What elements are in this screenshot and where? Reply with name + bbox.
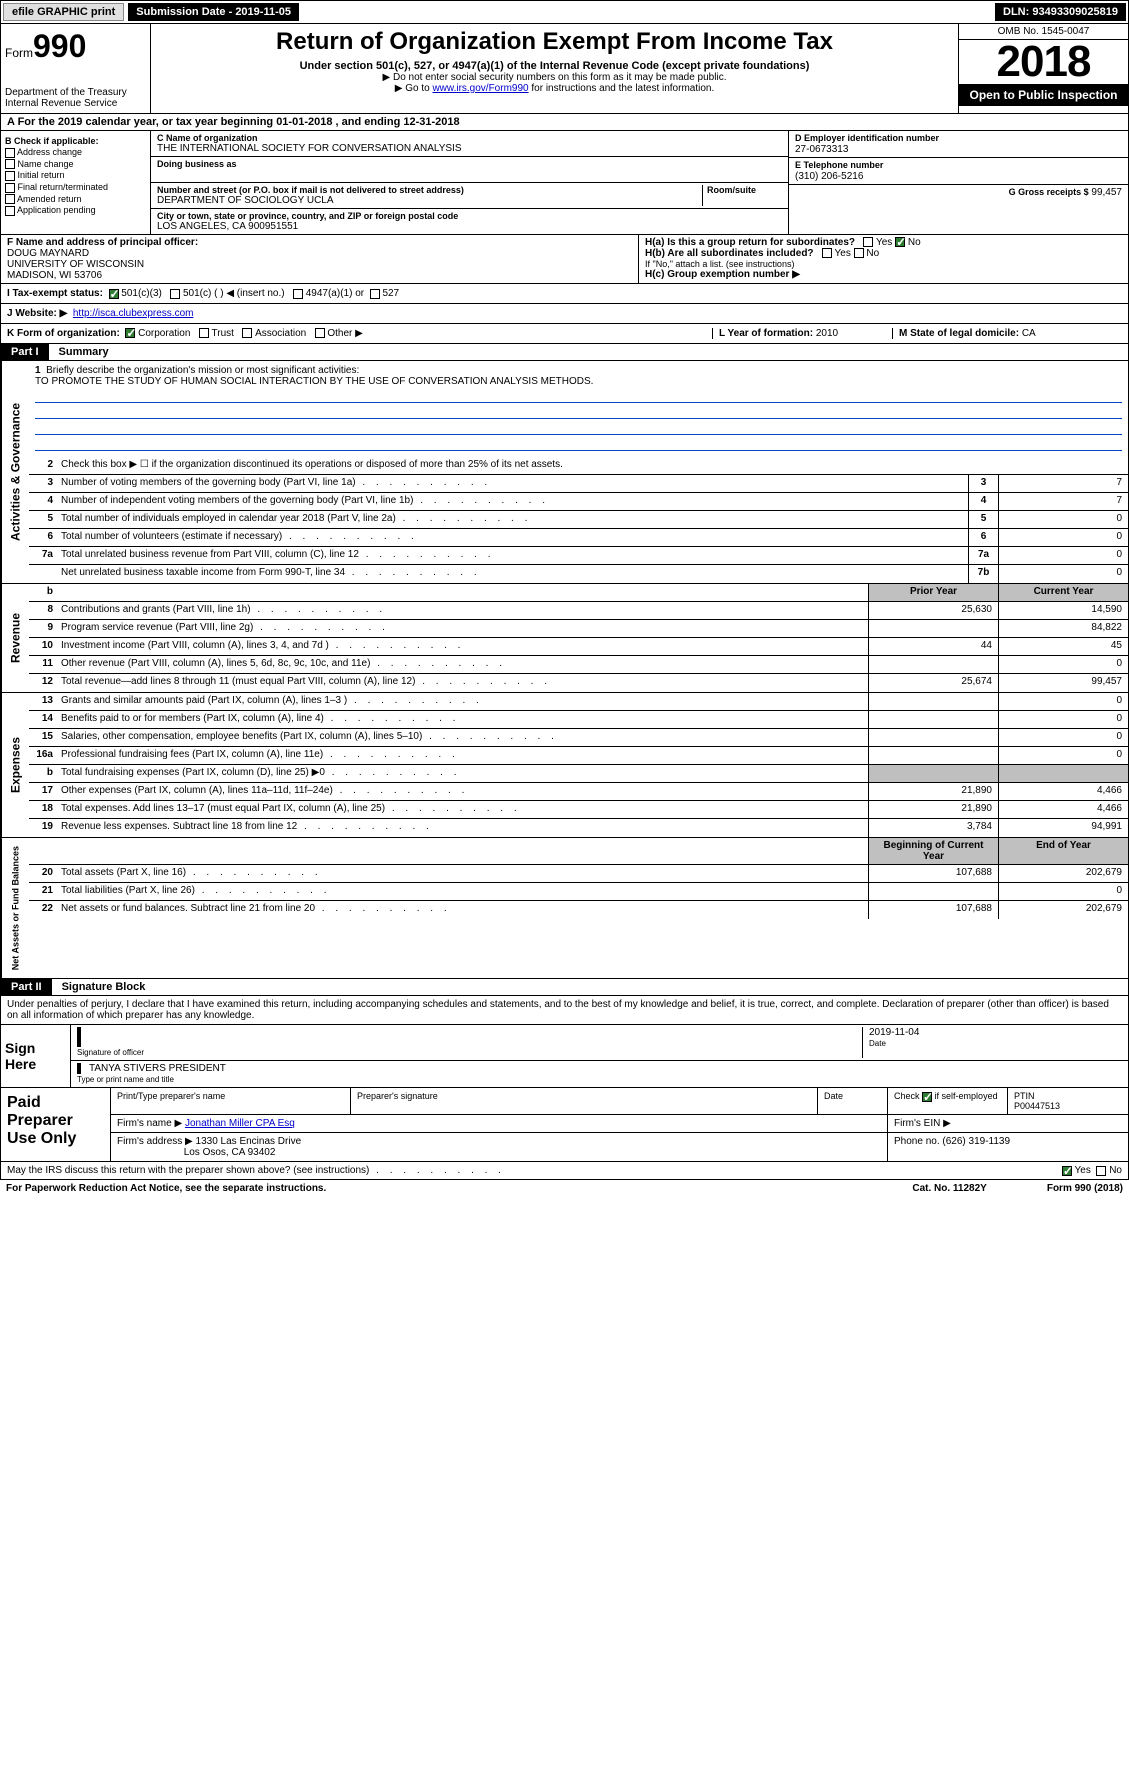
- efile-button[interactable]: efile GRAPHIC print: [3, 3, 124, 21]
- top-bar: efile GRAPHIC print Submission Date - 20…: [0, 0, 1129, 24]
- submission-date: Submission Date - 2019-11-05: [128, 3, 299, 21]
- revenue-section: Revenue b Prior Year Current Year 8Contr…: [0, 584, 1129, 693]
- mission-text: TO PROMOTE THE STUDY OF HUMAN SOCIAL INT…: [35, 376, 593, 387]
- expenses-section: Expenses 13Grants and similar amounts pa…: [0, 693, 1129, 838]
- org-city: LOS ANGELES, CA 900951551: [157, 221, 298, 232]
- box-b: B Check if applicable: Address change Na…: [1, 131, 151, 234]
- perjury-declaration: Under penalties of perjury, I declare th…: [0, 996, 1129, 1025]
- note-link: ▶ Go to www.irs.gov/Form990 for instruct…: [159, 83, 950, 94]
- header-info-block: B Check if applicable: Address change Na…: [0, 131, 1129, 235]
- dept-label: Department of the Treasury Internal Reve…: [5, 87, 146, 109]
- irs-link[interactable]: www.irs.gov/Form990: [432, 83, 528, 94]
- discuss-row: May the IRS discuss this return with the…: [0, 1162, 1129, 1180]
- tax-year: 2018: [959, 40, 1128, 84]
- row-j-website: J Website: ▶ http://isca.clubexpress.com: [0, 304, 1129, 324]
- row-i-tax-status: I Tax-exempt status: 501(c)(3) 501(c) ( …: [0, 284, 1129, 304]
- dln-label: DLN: 93493309025819: [995, 3, 1126, 21]
- paid-preparer-block: Paid Preparer Use Only Print/Type prepar…: [0, 1088, 1129, 1162]
- officer-print-name: TANYA STIVERS PRESIDENT: [89, 1063, 226, 1074]
- ptin: P00447513: [1014, 1101, 1060, 1111]
- form-number: Form990: [5, 28, 146, 65]
- firm-phone: (626) 319-1139: [942, 1136, 1010, 1147]
- row-f-h: F Name and address of principal officer:…: [0, 235, 1129, 284]
- telephone: (310) 206-5216: [795, 171, 863, 182]
- part-1-header: Part I Summary: [0, 344, 1129, 361]
- form-title: Return of Organization Exempt From Incom…: [159, 28, 950, 56]
- box-c: C Name of organization THE INTERNATIONAL…: [151, 131, 788, 234]
- form-header: Form990 Department of the Treasury Inter…: [0, 24, 1129, 114]
- org-name: THE INTERNATIONAL SOCIETY FOR CONVERSATI…: [157, 143, 462, 154]
- org-street: DEPARTMENT OF SOCIOLOGY UCLA: [157, 195, 334, 206]
- gross-receipts: 99,457: [1091, 187, 1122, 198]
- row-k-form-org: K Form of organization: Corporation Trus…: [0, 324, 1129, 344]
- footer: For Paperwork Reduction Act Notice, see …: [0, 1180, 1129, 1197]
- year-formation: 2010: [816, 328, 838, 339]
- state-domicile: CA: [1022, 328, 1036, 339]
- open-public: Open to Public Inspection: [959, 84, 1128, 106]
- website-link[interactable]: http://isca.clubexpress.com: [73, 308, 194, 319]
- ein: 27-0673313: [795, 144, 848, 155]
- officer-name: DOUG MAYNARD: [7, 248, 89, 259]
- part-2-header: Part II Signature Block: [0, 979, 1129, 996]
- net-assets-section: Net Assets or Fund Balances Beginning of…: [0, 838, 1129, 979]
- sign-here-block: Sign Here Signature of officer 2019-11-0…: [0, 1025, 1129, 1088]
- box-deg: D Employer identification number 27-0673…: [788, 131, 1128, 234]
- firm-name-link[interactable]: Jonathan Miller CPA Esq: [185, 1118, 295, 1129]
- firm-addr: 1330 Las Encinas Drive: [196, 1136, 302, 1147]
- subtitle: Under section 501(c), 527, or 4947(a)(1)…: [159, 60, 950, 72]
- note-ssn: ▶ Do not enter social security numbers o…: [159, 72, 950, 83]
- row-a-period: A For the 2019 calendar year, or tax yea…: [0, 114, 1129, 131]
- activities-governance-section: Activities & Governance 1 Briefly descri…: [0, 361, 1129, 584]
- sign-date: 2019-11-04: [869, 1027, 919, 1038]
